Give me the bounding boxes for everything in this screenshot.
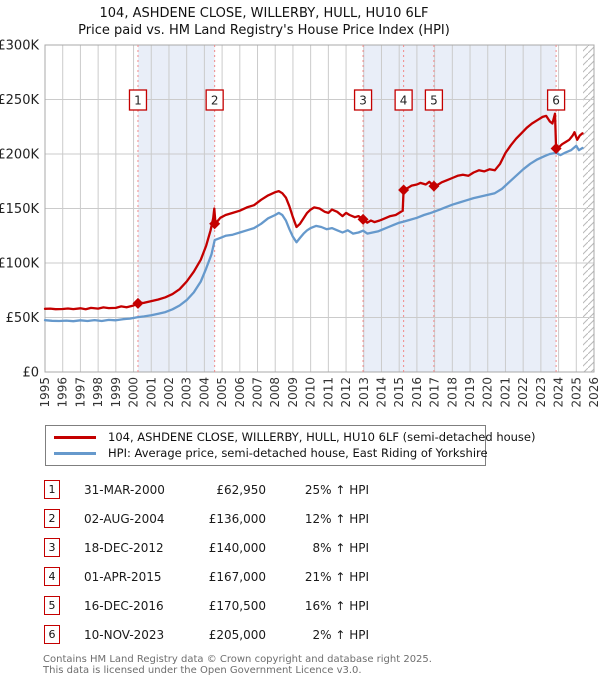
sale-number-badge: 2 [44, 509, 60, 528]
svg-text:2019: 2019 [463, 377, 477, 408]
legend-row-hpi: HPI: Average price, semi-detached house,… [54, 445, 488, 461]
table-row: 3 18-DEC-2012 £140,000 8% ↑ HPI [44, 533, 600, 562]
svg-text:1996: 1996 [56, 377, 70, 408]
sale-price: £167,000 [208, 569, 266, 584]
svg-text:£100K: £100K [0, 257, 39, 272]
svg-text:£50K: £50K [6, 311, 40, 326]
svg-text:£300K: £300K [0, 39, 39, 54]
sale-date: 02-AUG-2004 [84, 511, 165, 526]
svg-text:2007: 2007 [251, 377, 265, 408]
svg-text:2015: 2015 [392, 377, 406, 408]
sale-number-badge: 4 [44, 567, 60, 586]
svg-text:2022: 2022 [516, 377, 530, 408]
svg-text:1998: 1998 [91, 377, 105, 408]
sale-point-markers [132, 143, 562, 309]
svg-text:2016: 2016 [410, 377, 424, 408]
sale-date: 16-DEC-2016 [84, 598, 164, 613]
sale-hpi-delta: 25% ↑ HPI [304, 482, 369, 497]
svg-text:2014: 2014 [374, 377, 388, 408]
svg-text:2006: 2006 [233, 377, 247, 408]
svg-text:2002: 2002 [162, 377, 176, 408]
svg-text:2026: 2026 [587, 377, 600, 408]
svg-text:2: 2 [211, 94, 219, 108]
sale-date: 18-DEC-2012 [84, 540, 164, 555]
table-row: 4 01-APR-2015 £167,000 21% ↑ HPI [44, 562, 600, 591]
svg-text:2018: 2018 [445, 377, 459, 408]
svg-text:2024: 2024 [552, 377, 566, 408]
chart-legend: 104, ASHDENE CLOSE, WILLERBY, HULL, HU10… [45, 425, 535, 466]
svg-text:1997: 1997 [73, 377, 87, 408]
sale-number-badge: 6 [44, 625, 60, 644]
svg-text:2000: 2000 [127, 377, 141, 408]
svg-text:1: 1 [134, 94, 142, 108]
sale-price: £62,950 [216, 482, 266, 497]
svg-text:1995: 1995 [38, 377, 52, 408]
svg-text:2004: 2004 [197, 377, 211, 408]
sale-price: £136,000 [208, 511, 266, 526]
svg-text:2003: 2003 [180, 377, 194, 408]
table-row: 5 16-DEC-2016 £170,500 16% ↑ HPI [44, 591, 600, 620]
svg-text:2021: 2021 [498, 377, 512, 408]
legend-label-property: 104, ASHDENE CLOSE, WILLERBY, HULL, HU10… [108, 430, 536, 444]
svg-text:2008: 2008 [268, 377, 282, 408]
svg-text:2017: 2017 [428, 377, 442, 408]
footer-line-1: Contains HM Land Registry data © Crown c… [43, 654, 432, 665]
y-axis-price-labels: £300K £250K £200K £150K £100K £50K £0 [0, 39, 39, 381]
svg-text:2011: 2011 [321, 377, 335, 408]
hpi-line-swatch [54, 451, 96, 455]
svg-text:4: 4 [400, 94, 408, 108]
sale-price: £170,500 [208, 598, 266, 613]
footer-line-2: This data is licensed under the Open Gov… [43, 665, 362, 676]
svg-text:2010: 2010 [304, 377, 318, 408]
svg-text:2001: 2001 [144, 377, 158, 408]
license-footer: Contains HM Land Registry data © Crown c… [43, 654, 600, 676]
sale-price: £205,000 [208, 627, 266, 642]
svg-text:£250K: £250K [0, 93, 39, 108]
sales-table: 1 31-MAR-2000 £62,950 25% ↑ HPI 2 02-AUG… [44, 475, 600, 649]
svg-text:2025: 2025 [569, 377, 583, 408]
svg-text:2012: 2012 [339, 377, 353, 408]
sale-date: 10-NOV-2023 [84, 627, 165, 642]
sale-date: 31-MAR-2000 [84, 482, 165, 497]
svg-text:1999: 1999 [109, 377, 123, 408]
svg-text:3: 3 [359, 94, 367, 108]
sale-hpi-delta: 21% ↑ HPI [304, 569, 369, 584]
legend-label-hpi: HPI: Average price, semi-detached house,… [108, 446, 488, 460]
sale-date: 01-APR-2015 [84, 569, 162, 584]
sale-number-badge: 1 [44, 480, 60, 499]
svg-text:£150K: £150K [0, 202, 39, 217]
sale-number-badge: 3 [44, 538, 60, 557]
property-line-swatch [54, 435, 96, 439]
svg-text:2005: 2005 [215, 377, 229, 408]
legend-row-property: 104, ASHDENE CLOSE, WILLERBY, HULL, HU10… [54, 429, 535, 445]
svg-text:£0: £0 [22, 366, 39, 381]
sale-hpi-delta: 8% ↑ HPI [312, 540, 369, 555]
page-subtitle: Price paid vs. HM Land Registry's House … [78, 23, 450, 38]
data-series [43, 112, 584, 323]
table-row: 1 31-MAR-2000 £62,950 25% ↑ HPI [44, 475, 600, 504]
sale-number-boxes: 1 2 3 4 5 6 [128, 89, 566, 111]
sale-number-badge: 5 [44, 596, 60, 615]
chart-title: 104, ASHDENE CLOSE, WILLERBY, HULL, HU10… [0, 0, 528, 39]
svg-text:2023: 2023 [534, 377, 548, 408]
sale-hpi-delta: 16% ↑ HPI [304, 598, 369, 613]
sale-price: £140,000 [208, 540, 266, 555]
svg-text:5: 5 [430, 94, 438, 108]
svg-text:2013: 2013 [357, 377, 371, 408]
svg-text:2020: 2020 [481, 377, 495, 408]
x-axis-year-labels: 1995 1996 1997 1998 1999 2000 2001 2002 2003 2004… [38, 377, 600, 408]
svg-text:£200K: £200K [0, 148, 39, 163]
sale-hpi-delta: 12% ↑ HPI [304, 511, 369, 526]
page-title: 104, ASHDENE CLOSE, WILLERBY, HULL, HU10… [99, 6, 429, 21]
table-row: 2 02-AUG-2004 £136,000 12% ↑ HPI [44, 504, 600, 533]
svg-text:6: 6 [552, 94, 560, 108]
svg-text:2009: 2009 [286, 377, 300, 408]
sale-hpi-delta: 2% ↑ HPI [312, 627, 369, 642]
table-row: 6 10-NOV-2023 £205,000 2% ↑ HPI [44, 620, 600, 649]
